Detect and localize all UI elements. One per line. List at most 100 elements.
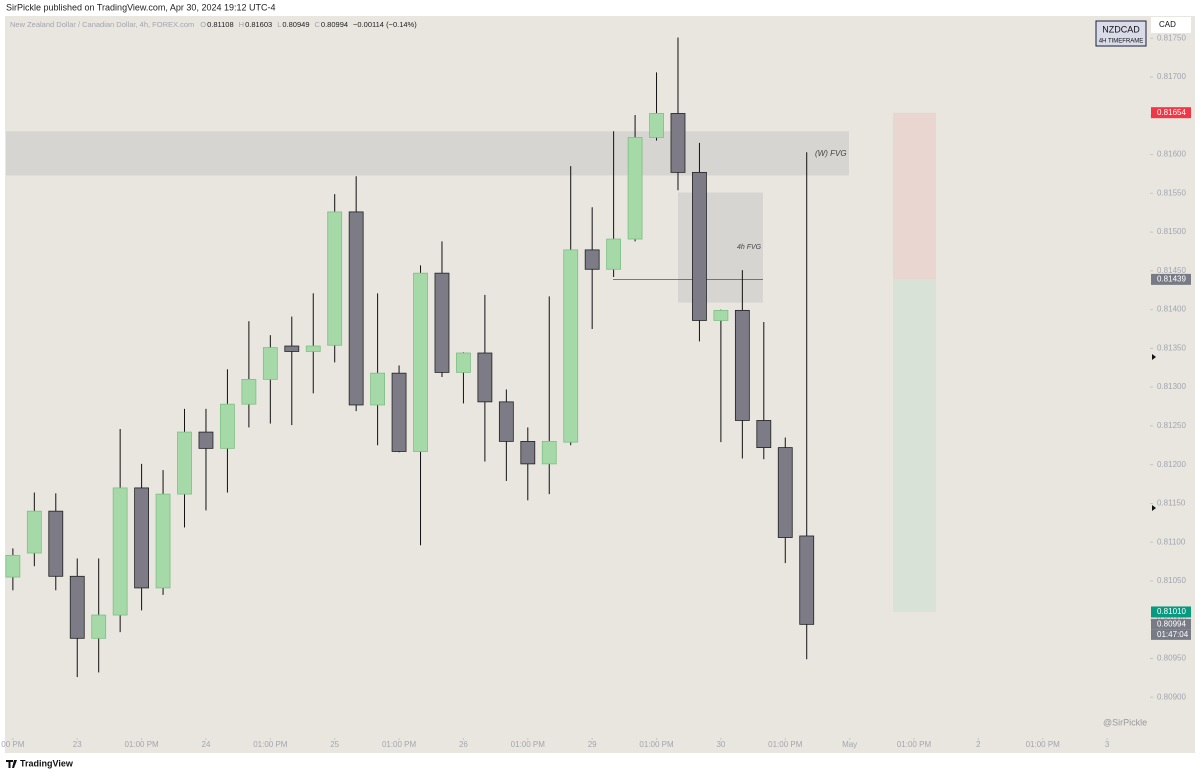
x-tick-label: 24 [202,740,211,749]
4h-fvg-label: 4h FVG [737,244,762,251]
timeframe: 4H TIMEFRAME [1099,39,1144,45]
y-tick-label: 0.81550 [1157,188,1186,197]
change: −0.00114 (−0.14%) [353,20,417,29]
countdown: 01:47:04 [1157,630,1189,639]
candle-body [713,309,729,321]
x-tick-label: 29 [588,740,597,749]
price-label-box [1151,107,1191,119]
candle-body [241,378,257,405]
ohlc-value: 0.80949 [282,20,309,29]
symbol-description: New Zealand Dollar / Canadian Dollar, 4h… [10,20,194,29]
chart-area [5,16,1195,753]
x-tick-label: 01:00 PM [768,740,803,749]
candle-body [477,352,493,403]
x-tick-label: May [842,740,857,749]
candle-body [520,440,536,465]
candle-body [5,554,21,578]
candle-body [606,238,622,270]
y-tick-label: 0.81250 [1157,421,1186,430]
y-tick-label: 0.81350 [1157,343,1186,352]
ohlc-key: L [277,20,281,29]
y-tick-label: 0.81450 [1157,266,1186,275]
x-tick-label: 23 [73,740,82,749]
x-tick-label: 30 [716,740,725,749]
candle-body [670,113,686,173]
y-tick-label: 0.81750 [1157,33,1186,42]
y-tick-label: 0.81200 [1157,460,1186,469]
published-line: SirPickle published on TradingView.com, … [6,2,276,12]
stop-zone [893,112,936,280]
arrow-marker [1152,354,1156,360]
ohlc-key: C [315,20,321,29]
price-label: 0.81654 [1157,108,1186,117]
y-tick-label: 0.81300 [1157,382,1186,391]
candle-body [327,211,343,346]
currency: CAD [1159,20,1176,29]
candle-body [177,431,192,495]
candle-body [26,510,42,554]
y-tick-label: 0.81150 [1157,499,1186,508]
footer [0,753,1200,774]
y-tick-label: 0.81400 [1157,305,1186,314]
x-tick-label: 26 [459,740,468,749]
weekly-fvg-zone [6,131,849,176]
candle-body [649,113,664,138]
x-tick-label: 01:00 PM [511,740,546,749]
candle-body [734,309,750,421]
currency-box [1151,17,1191,33]
candle-body [284,345,300,352]
target-zone [893,279,936,612]
x-tick-label: 3 [1105,740,1110,749]
brand: TradingView [20,758,74,768]
candle-body [799,535,815,625]
candle-body [627,137,643,240]
candle-body [584,249,600,270]
weekly-fvg-label: (W) FVG [815,149,847,158]
price-label-box [1151,606,1191,618]
candle-body [692,171,707,321]
candle-body [756,420,772,448]
x-tick-label: 01:00 PM [639,740,674,749]
candle-body [370,372,386,406]
x-tick-label: 01:00 PM [1026,740,1061,749]
price-label: 0.81439 [1157,274,1186,283]
y-tick-label: 0.81050 [1157,576,1186,585]
candle-body [262,347,278,380]
candle-body [391,372,407,452]
arrow-marker [1152,505,1156,511]
ohlc-value: 0.81108 [207,20,234,29]
candle-body [134,487,150,589]
x-tick-label: 25 [330,740,339,749]
candle-body [155,493,171,589]
candle-body [434,272,450,373]
ohlc-key: O [200,20,206,29]
candle-body [777,447,793,538]
y-tick-label: 0.81700 [1157,72,1186,81]
candle-body [48,510,64,577]
candle-body [413,272,428,452]
candle-body [498,401,514,442]
x-tick-label: 00 PM [1,740,24,749]
candle-body [541,440,557,465]
watermark: @SirPickle [1103,717,1147,727]
candle-body [456,352,471,373]
candle-body [563,249,579,443]
x-tick-label: 01:00 PM [897,740,932,749]
y-tick-label: 0.80900 [1157,692,1186,701]
x-tick-label: 01:00 PM [253,740,288,749]
x-tick-label: 01:00 PM [382,740,417,749]
price-label-box [1151,273,1191,285]
candle-body [69,575,85,639]
symbol: NZDCAD [1102,24,1140,34]
ohlc-value: 0.80994 [321,20,348,29]
candle-body [112,487,128,616]
y-tick-label: 0.81500 [1157,227,1186,236]
candle-body [91,614,107,639]
x-tick-label: 01:00 PM [124,740,159,749]
ohlc-value: 0.81603 [245,20,272,29]
y-tick-label: 0.81600 [1157,150,1186,159]
plot: New Zealand Dollar / Canadian Dollar, 4h… [1,20,1191,749]
candle-body [220,403,235,449]
